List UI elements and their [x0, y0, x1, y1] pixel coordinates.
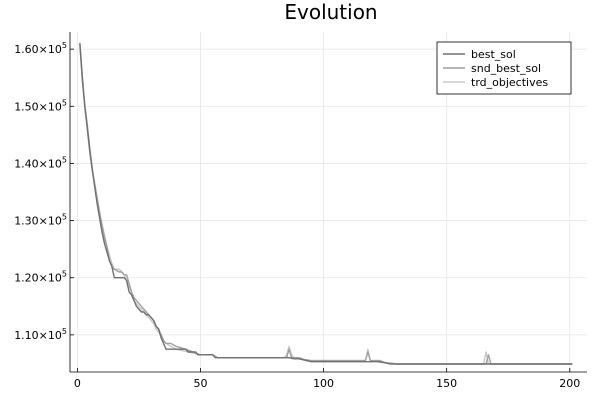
axes [69, 32, 587, 373]
y-tick-label-5: 1.60×105 [14, 41, 67, 56]
y-axis-ticks: 1.10×105 1.20×105 1.30×105 1.40×105 1.50×105… [14, 41, 74, 342]
x-tick-label-1: 50 [193, 377, 207, 390]
x-tick-label-2: 100 [313, 377, 334, 390]
x-axis-ticks: 0 50 100 150 200 [74, 368, 580, 390]
series-lines [79, 42, 573, 365]
y-tick-label-2: 1.30×105 [14, 213, 67, 228]
x-tick-label-3: 150 [436, 377, 457, 390]
legend-label-trd_objectives: trd_objectives [471, 76, 548, 89]
y-tick-label-1: 1.20×105 [14, 270, 67, 285]
x-tick-label-4: 200 [559, 377, 580, 390]
series-line-best_sol [79, 43, 573, 365]
legend-label-best_sol: best_sol [471, 48, 516, 61]
y-tick-label-3: 1.40×105 [14, 155, 67, 170]
y-tick-label-4: 1.50×105 [14, 98, 67, 113]
grid [70, 32, 587, 372]
chart-title: Evolution [284, 0, 377, 24]
legend-label-snd_best_sol: snd_best_sol [471, 62, 541, 75]
y-tick-label-0: 1.10×105 [14, 327, 67, 342]
x-tick-label-0: 0 [74, 377, 81, 390]
